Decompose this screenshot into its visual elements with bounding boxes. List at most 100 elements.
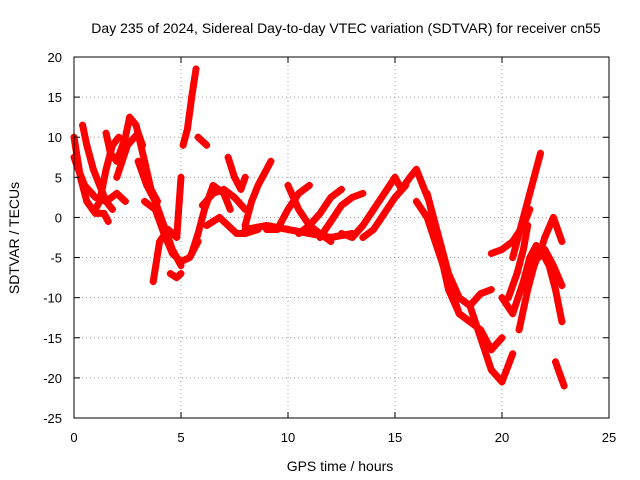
data-point: [412, 165, 420, 173]
data-point: [284, 205, 292, 213]
x-axis-label: GPS time / hours: [287, 458, 394, 474]
data-point: [348, 193, 356, 201]
series-pass-24: [359, 181, 410, 241]
data-point: [327, 238, 335, 246]
data-point: [524, 286, 532, 294]
data-point: [263, 225, 271, 233]
data-point: [183, 125, 191, 133]
y-tick-label: 10: [48, 130, 62, 145]
data-point: [188, 250, 196, 258]
y-tick-label: -5: [50, 251, 62, 266]
x-tick-label: 10: [281, 430, 295, 445]
data-point: [194, 133, 202, 141]
data-point: [273, 225, 281, 233]
data-point: [338, 185, 345, 193]
data-point: [138, 141, 146, 149]
data-point: [477, 290, 485, 298]
data-point: [267, 157, 275, 165]
data-point: [423, 189, 431, 197]
data-point: [141, 157, 149, 165]
data-point: [305, 181, 313, 189]
data-point: [445, 286, 452, 294]
data-point: [504, 294, 512, 302]
data-point: [173, 274, 181, 282]
data-point: [192, 65, 200, 73]
data-point: [224, 221, 232, 229]
data-point: [179, 141, 187, 149]
x-tick-label: 20: [495, 430, 509, 445]
data-point: [241, 225, 249, 233]
data-point: [524, 221, 532, 229]
series-line: [113, 129, 146, 181]
data-point: [83, 197, 91, 205]
data-point: [509, 310, 517, 318]
data-point: [106, 149, 114, 157]
data-point: [487, 286, 495, 294]
data-point: [198, 201, 206, 209]
series-pass-27: [423, 189, 495, 310]
data-point: [224, 153, 232, 161]
data-point: [216, 213, 224, 221]
data-point: [134, 157, 142, 165]
series-pass-36: [534, 213, 566, 262]
data-point: [498, 294, 506, 302]
series-line: [534, 213, 566, 262]
data-point: [102, 129, 110, 137]
data-point: [284, 181, 292, 189]
data-point: [530, 262, 538, 270]
data-point: [237, 185, 245, 193]
series-pass-08: [149, 173, 185, 286]
data-point: [406, 173, 414, 181]
x-tick-label: 5: [177, 430, 184, 445]
data-point: [241, 173, 249, 181]
y-axis-label: SDTVAR / TECUs: [6, 182, 22, 294]
x-tick-label: 0: [70, 430, 77, 445]
data-point: [434, 229, 442, 237]
y-tick-label: -25: [43, 411, 62, 426]
series-pass-32: [504, 221, 532, 302]
data-point: [113, 173, 121, 181]
series-pass-19: [263, 181, 313, 233]
data-point: [248, 197, 256, 205]
y-tick-label: -20: [43, 371, 62, 386]
data-point: [177, 270, 185, 278]
data-point: [74, 165, 82, 173]
data-point: [168, 250, 176, 258]
data-point: [233, 229, 241, 237]
data-point: [558, 318, 566, 326]
data-point: [519, 213, 527, 221]
data-point: [526, 189, 534, 197]
data-point: [173, 234, 181, 241]
data-point: [134, 129, 142, 137]
data-point: [380, 209, 388, 217]
data-point: [509, 350, 517, 358]
data-point: [151, 205, 159, 213]
data-point: [109, 205, 117, 213]
data-point: [113, 189, 121, 197]
series-pass-33: [509, 149, 545, 262]
data-point: [532, 165, 540, 173]
series-pass-15: [224, 153, 249, 193]
data-point: [370, 225, 378, 233]
data-point: [203, 221, 211, 229]
data-point: [560, 382, 568, 390]
x-tick-label: 25: [602, 430, 616, 445]
data-point: [151, 197, 159, 205]
data-point: [498, 378, 506, 386]
data-point: [316, 209, 324, 217]
data-point: [209, 181, 217, 189]
series-pass-17: [241, 157, 275, 229]
series-pass-37: [552, 358, 568, 390]
data-point: [141, 197, 149, 205]
data-point: [509, 254, 517, 262]
data-point: [348, 234, 356, 241]
series-line: [504, 222, 532, 302]
data-point: [534, 254, 542, 262]
data-point: [295, 205, 303, 213]
y-tick-label: 5: [55, 170, 62, 185]
series-pass-14: [198, 185, 249, 213]
data-point: [412, 197, 420, 205]
data-point: [359, 221, 367, 229]
series-pass-22: [316, 189, 367, 241]
data-point: [284, 225, 292, 233]
